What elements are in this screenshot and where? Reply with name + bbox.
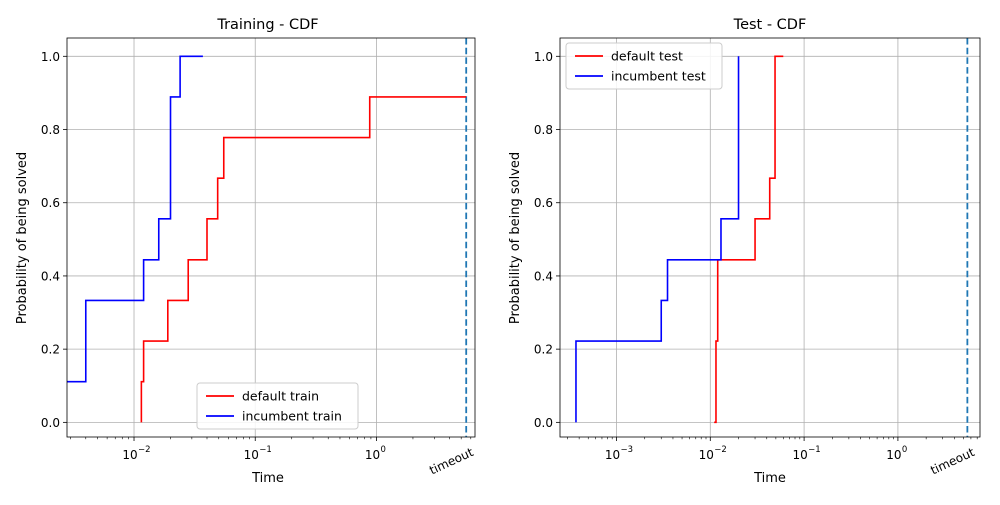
- plot-frame: [559, 37, 981, 438]
- legend-entry-label: incumbent train: [242, 409, 342, 424]
- series-line-default-test: [714, 55, 784, 424]
- x-tick-base: 10: [365, 448, 380, 462]
- x-tick-label: 10 0: [365, 445, 386, 462]
- legend-box: [565, 42, 723, 90]
- series-line-incumbent-test: [575, 56, 740, 423]
- x-tick-exponent: 0: [380, 445, 385, 455]
- x-tick-label: 10 −2: [699, 445, 727, 462]
- chart-title: Training - CDF: [216, 17, 318, 33]
- x-tick-exponent: −1: [259, 445, 272, 455]
- x-tick-exponent: 0: [902, 445, 907, 455]
- x-tick-exponent: −2: [138, 445, 151, 455]
- x-tick-base: 10: [244, 448, 259, 462]
- x-tick-base: 10: [122, 448, 137, 462]
- x-tick-base: 10: [605, 448, 620, 462]
- y-axis-ticks: 0.0 0.2 0.4 0.6 0.8 1.0: [534, 50, 560, 430]
- series-line-incumbent-train: [67, 55, 203, 383]
- y-tick-label: 0.6: [41, 196, 60, 210]
- chart-title: Test - CDF: [733, 17, 807, 33]
- x-tick-label: 10 −3: [605, 445, 633, 462]
- y-tick-label: 0.8: [534, 123, 553, 137]
- x-tick-base: 10: [699, 448, 714, 462]
- x-tick-label: 10 −2: [122, 445, 150, 462]
- x-tick-exponent: −2: [714, 445, 727, 455]
- x-tick-exponent: −1: [808, 445, 821, 455]
- y-tick-label: 0.4: [534, 269, 553, 283]
- plot-frame: [66, 37, 476, 438]
- x-axis-label: Time: [753, 471, 786, 486]
- x-tick-label: 10 −1: [244, 445, 272, 462]
- y-axis-label: Probability of being solved: [508, 152, 523, 324]
- y-tick-label: 0.0: [534, 416, 553, 430]
- legend: default train incumbent train: [196, 382, 359, 430]
- training-cdf-panel: Training - CDF 0.00.20.40.60.81.0 10 −2 10…: [15, 17, 476, 486]
- y-axis-label: Probability of being solved: [15, 152, 30, 324]
- y-tick-label: 0.2: [534, 343, 553, 357]
- y-tick-label: 0.2: [41, 343, 60, 357]
- series-layer: [67, 55, 467, 423]
- legend-box: [196, 382, 359, 430]
- legend-entry-label: default test: [611, 49, 683, 64]
- x-axis-label: Time: [251, 471, 284, 486]
- legend-entry-label: incumbent test: [611, 69, 706, 84]
- y-axis-ticks: 0.0 0.2 0.4 0.6 0.8 1.0: [41, 50, 67, 430]
- x-tick-label: 10 −1: [792, 445, 820, 462]
- y-tick-label: 0.4: [41, 269, 60, 283]
- series-line-default-train: [140, 96, 467, 423]
- x-tick-base: 10: [886, 448, 901, 462]
- y-tick-label: 0.6: [534, 196, 553, 210]
- y-tick-label: 0.8: [41, 123, 60, 137]
- x-tick-label: 10 0: [886, 445, 907, 462]
- x-tick-base: 10: [792, 448, 807, 462]
- y-tick-label: 0.0: [41, 416, 60, 430]
- x-tick-exponent: −3: [620, 445, 633, 455]
- legend-entry-label: default train: [242, 389, 319, 404]
- y-tick-label: 1.0: [534, 50, 553, 64]
- series-layer: [575, 55, 784, 424]
- y-tick-label: 1.0: [41, 50, 60, 64]
- test-cdf-panel: Test - CDF 0.00.20.40.60.81.0 10 −3 10 −2 10…: [508, 17, 981, 486]
- legend: default test incumbent test: [565, 42, 723, 90]
